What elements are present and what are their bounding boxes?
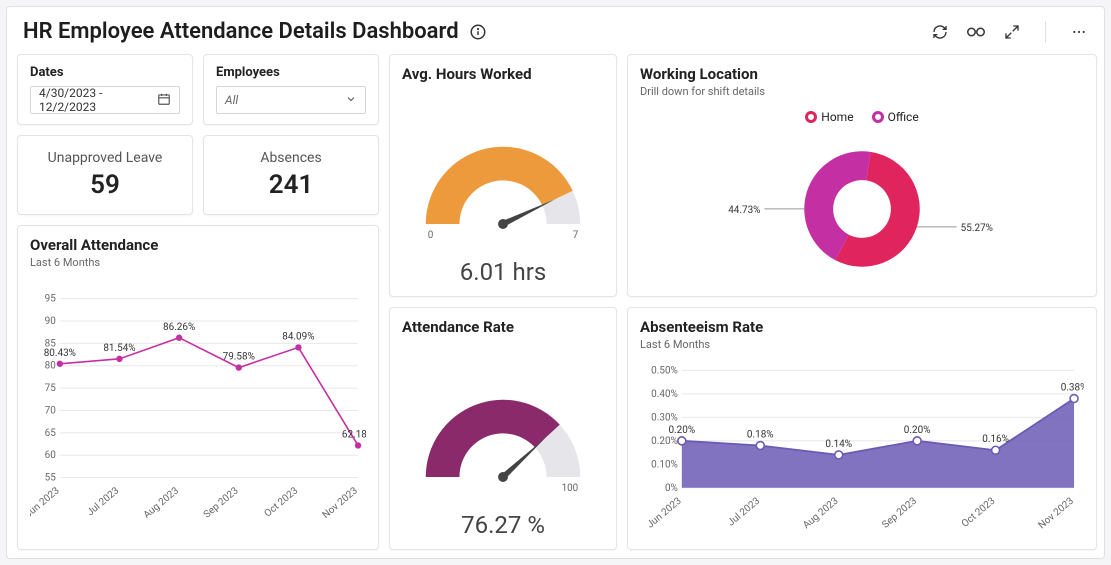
panel-absenteeism[interactable]: Absenteeism Rate Last 6 Months 0% 0.10% 0.… — [627, 307, 1097, 550]
svg-text:62.18%: 62.18% — [342, 429, 366, 440]
overall-attendance-title: Overall Attendance — [30, 236, 366, 254]
svg-text:0.20%: 0.20% — [904, 425, 931, 436]
svg-text:44.73%: 44.73% — [728, 205, 760, 216]
header-actions — [931, 21, 1088, 43]
chart-absenteeism: 0% 0.10% 0.20% 0.30% 0.40% 0.50% 0.20% 0.18% 0.1… — [640, 351, 1084, 539]
svg-text:0.20%: 0.20% — [668, 425, 695, 436]
col-middle: Avg. Hours Worked 07 6.01 hrs Attendance… — [389, 54, 617, 550]
refresh-icon[interactable] — [931, 23, 949, 41]
kpi-absences-label: Absences — [214, 150, 368, 166]
legend-label-office: Office — [888, 110, 919, 124]
info-icon[interactable] — [469, 23, 487, 41]
svg-text:Jun 2023: Jun 2023 — [30, 485, 62, 520]
svg-text:55: 55 — [45, 473, 57, 484]
svg-text:0.10%: 0.10% — [651, 459, 678, 470]
filter-dates-label: Dates — [30, 65, 180, 80]
svg-text:Oct 2023: Oct 2023 — [263, 485, 301, 519]
svg-text:Nov 2023: Nov 2023 — [320, 485, 359, 521]
gauge-avg-hours: 07 — [402, 83, 604, 264]
chart-working-location: 55.27% 44.73% — [640, 124, 1084, 286]
col-left: Dates 4/30/2023 - 12/2/2023 Employees Al… — [17, 54, 379, 550]
svg-text:Jul 2023: Jul 2023 — [726, 496, 762, 529]
svg-text:100: 100 — [562, 483, 579, 494]
absenteeism-title: Absenteeism Rate — [640, 318, 1084, 336]
svg-text:70: 70 — [45, 405, 57, 416]
kpi-absences[interactable]: Absences 241 — [203, 135, 379, 215]
svg-text:79.58%: 79.58% — [223, 352, 255, 363]
overall-attendance-subtitle: Last 6 Months — [30, 256, 366, 269]
avg-hours-title: Avg. Hours Worked — [402, 65, 604, 83]
svg-text:Nov 2023: Nov 2023 — [1036, 496, 1075, 532]
filter-dates-card: Dates 4/30/2023 - 12/2/2023 — [17, 54, 193, 125]
svg-text:Aug 2023: Aug 2023 — [801, 496, 840, 532]
svg-text:Jul 2023: Jul 2023 — [85, 485, 121, 518]
more-icon[interactable] — [1070, 23, 1088, 41]
panel-avg-hours[interactable]: Avg. Hours Worked 07 6.01 hrs — [389, 54, 617, 297]
kpi-unapproved-leave-label: Unapproved Leave — [28, 150, 182, 166]
avg-hours-value: 6.01 hrs — [402, 258, 604, 286]
filter-employees-select[interactable]: All — [216, 86, 366, 114]
svg-text:0.18%: 0.18% — [747, 430, 774, 441]
filter-dates-input[interactable]: 4/30/2023 - 12/2/2023 — [30, 86, 180, 114]
kpi-absences-value: 241 — [214, 170, 368, 200]
svg-text:60: 60 — [45, 450, 57, 461]
svg-text:Jun 2023: Jun 2023 — [645, 496, 684, 531]
svg-text:Sep 2023: Sep 2023 — [202, 485, 241, 520]
legend-swatch-office — [872, 111, 884, 123]
svg-text:0.38%: 0.38% — [1061, 383, 1084, 394]
panel-working-location[interactable]: Working Location Drill down for shift de… — [627, 54, 1097, 297]
svg-text:0.40%: 0.40% — [651, 389, 678, 400]
svg-text:Aug 2023: Aug 2023 — [142, 485, 181, 521]
filter-employees-card: Employees All — [203, 54, 379, 125]
kpi-unapproved-leave[interactable]: Unapproved Leave 59 — [17, 135, 193, 215]
panel-overall-attendance[interactable]: Overall Attendance Last 6 Months 55 60 65 7… — [17, 225, 379, 550]
svg-text:Sep 2023: Sep 2023 — [880, 496, 919, 531]
svg-text:0: 0 — [428, 230, 434, 241]
svg-text:0.30%: 0.30% — [651, 412, 678, 423]
absenteeism-subtitle: Last 6 Months — [640, 338, 1084, 351]
svg-text:0.20%: 0.20% — [651, 436, 678, 447]
svg-text:0%: 0% — [665, 483, 678, 494]
svg-text:7: 7 — [573, 230, 579, 241]
working-location-legend: Home Office — [640, 110, 1084, 124]
svg-text:81.54%: 81.54% — [103, 343, 135, 354]
chevron-down-icon — [345, 93, 357, 108]
legend-swatch-home — [805, 111, 817, 123]
dashboard-frame: HR Employee Attendance Details Dashboard — [6, 6, 1105, 559]
svg-text:0.16%: 0.16% — [982, 434, 1009, 445]
kpi-unapproved-leave-value: 59 — [28, 170, 182, 200]
svg-text:95: 95 — [45, 294, 57, 305]
legend-label-home: Home — [821, 110, 853, 124]
svg-text:0.14%: 0.14% — [825, 439, 852, 450]
filter-employees-label: Employees — [216, 65, 366, 80]
svg-text:Oct 2023: Oct 2023 — [960, 496, 998, 530]
calendar-icon — [157, 92, 171, 109]
chart-overall-attendance: 55606570758085909580.43%81.54%86.26%79.5… — [30, 269, 366, 539]
svg-text:0.50%: 0.50% — [651, 365, 678, 376]
col-right: Working Location Drill down for shift de… — [627, 54, 1097, 550]
page-title: HR Employee Attendance Details Dashboard — [23, 19, 459, 44]
working-location-title: Working Location — [640, 65, 1084, 83]
svg-text:84.09%: 84.09% — [282, 331, 314, 342]
attendance-rate-title: Attendance Rate — [402, 318, 604, 336]
legend-item-office[interactable]: Office — [872, 110, 919, 124]
svg-text:80.43%: 80.43% — [44, 348, 76, 359]
link-icon[interactable] — [967, 23, 985, 41]
svg-text:80: 80 — [45, 361, 57, 372]
filter-employees-value: All — [225, 93, 238, 107]
panel-attendance-rate[interactable]: Attendance Rate 100 76.27 % — [389, 307, 617, 550]
dashboard-header: HR Employee Attendance Details Dashboard — [17, 15, 1094, 54]
attendance-rate-value: 76.27 % — [402, 511, 604, 539]
svg-text:55.27%: 55.27% — [961, 223, 993, 234]
gauge-attendance-rate: 100 — [402, 336, 604, 517]
svg-text:90: 90 — [45, 316, 57, 327]
svg-text:75: 75 — [45, 383, 57, 394]
working-location-subtitle: Drill down for shift details — [640, 85, 1084, 98]
expand-icon[interactable] — [1003, 23, 1021, 41]
svg-text:65: 65 — [45, 428, 57, 439]
svg-text:86.26%: 86.26% — [163, 322, 195, 333]
legend-item-home[interactable]: Home — [805, 110, 853, 124]
filter-dates-value: 4/30/2023 - 12/2/2023 — [39, 86, 157, 114]
